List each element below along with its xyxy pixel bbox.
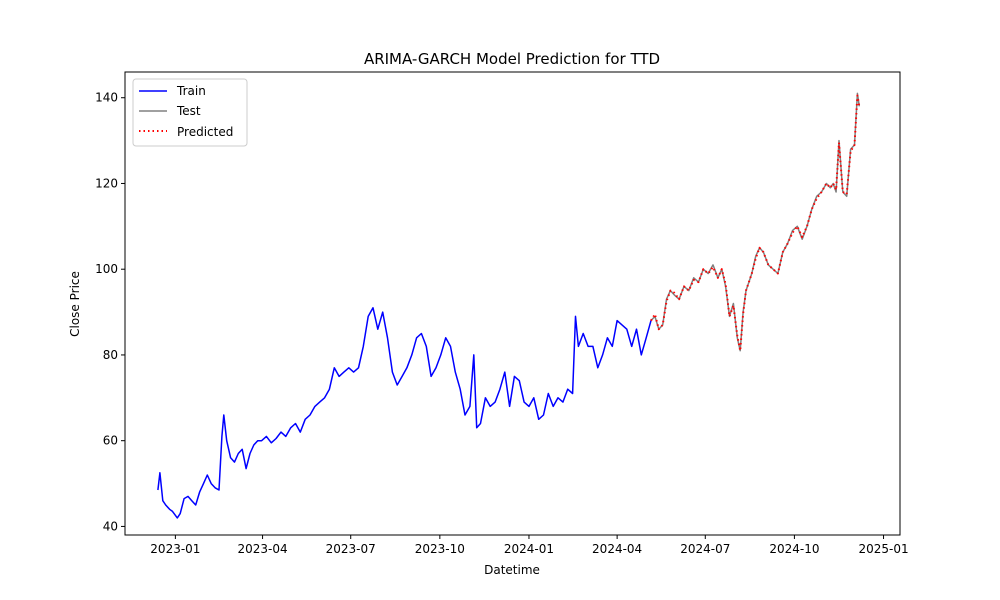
plot-area-frame (124, 71, 901, 536)
x-tick-label: 2024-10 (769, 542, 819, 556)
chart-title: ARIMA-GARCH Model Prediction for TTD (364, 50, 660, 68)
x-tick-label: 2023-07 (326, 542, 376, 556)
legend-label-test: Test (176, 104, 201, 118)
y-tick-label: 80 (103, 348, 118, 362)
legend-label-predicted: Predicted (177, 125, 233, 139)
x-axis-ticks: 2023-01 2023-04 2023-07 2023-10 2024-01 2024-… (150, 535, 909, 556)
x-tick-label: 2023-10 (415, 542, 465, 556)
legend-label-train: Train (176, 84, 206, 98)
series-line-train (157, 307, 652, 519)
x-tick-label: 2023-01 (150, 542, 200, 556)
x-axis-label: Datetime (484, 563, 540, 577)
x-tick-label: 2024-01 (504, 542, 554, 556)
x-tick-label: 2023-04 (237, 542, 287, 556)
legend: Train Test Predicted (132, 78, 248, 147)
y-tick-label: 100 (95, 262, 118, 276)
x-tick-label: 2025-01 (858, 542, 908, 556)
y-tick-label: 60 (103, 434, 118, 448)
y-tick-label: 40 (103, 519, 118, 533)
x-tick-label: 2024-07 (680, 542, 730, 556)
y-axis-ticks: 40 60 80 100 120 140 (95, 91, 125, 533)
y-tick-label: 120 (95, 176, 118, 190)
series-layer (157, 92, 861, 519)
y-axis-label: Close Price (68, 271, 82, 337)
legend-box (132, 78, 248, 147)
y-tick-label: 140 (95, 91, 118, 105)
x-tick-label: 2024-04 (592, 542, 642, 556)
series-line-test (650, 92, 861, 352)
